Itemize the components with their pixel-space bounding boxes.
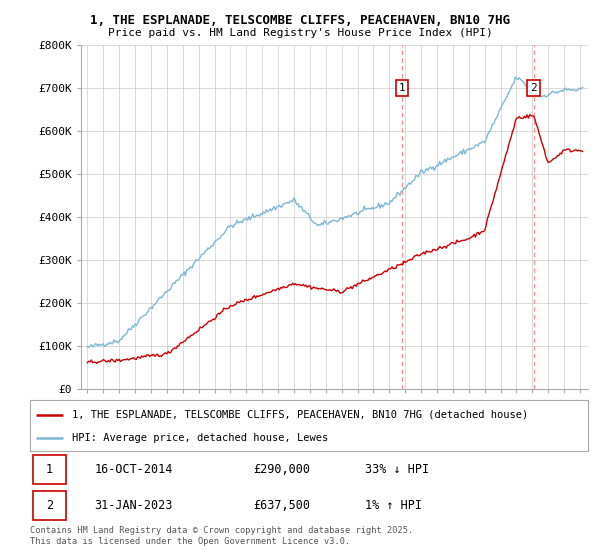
Text: £290,000: £290,000: [253, 463, 310, 477]
FancyBboxPatch shape: [33, 491, 66, 520]
Text: £637,500: £637,500: [253, 499, 310, 512]
Text: Contains HM Land Registry data © Crown copyright and database right 2025.
This d: Contains HM Land Registry data © Crown c…: [30, 526, 413, 546]
Text: HPI: Average price, detached house, Lewes: HPI: Average price, detached house, Lewe…: [72, 433, 328, 443]
Text: 2: 2: [530, 83, 537, 93]
Text: 31-JAN-2023: 31-JAN-2023: [94, 499, 173, 512]
Text: 1, THE ESPLANADE, TELSCOMBE CLIFFS, PEACEHAVEN, BN10 7HG (detached house): 1, THE ESPLANADE, TELSCOMBE CLIFFS, PEAC…: [72, 409, 528, 419]
Text: 33% ↓ HPI: 33% ↓ HPI: [365, 463, 429, 477]
Text: 1% ↑ HPI: 1% ↑ HPI: [365, 499, 422, 512]
Text: Price paid vs. HM Land Registry's House Price Index (HPI): Price paid vs. HM Land Registry's House …: [107, 28, 493, 38]
Text: 2: 2: [46, 499, 53, 512]
FancyBboxPatch shape: [33, 455, 66, 484]
Text: 1: 1: [398, 83, 405, 93]
Text: 1: 1: [46, 463, 53, 477]
Text: 1, THE ESPLANADE, TELSCOMBE CLIFFS, PEACEHAVEN, BN10 7HG: 1, THE ESPLANADE, TELSCOMBE CLIFFS, PEAC…: [90, 14, 510, 27]
Text: 16-OCT-2014: 16-OCT-2014: [94, 463, 173, 477]
